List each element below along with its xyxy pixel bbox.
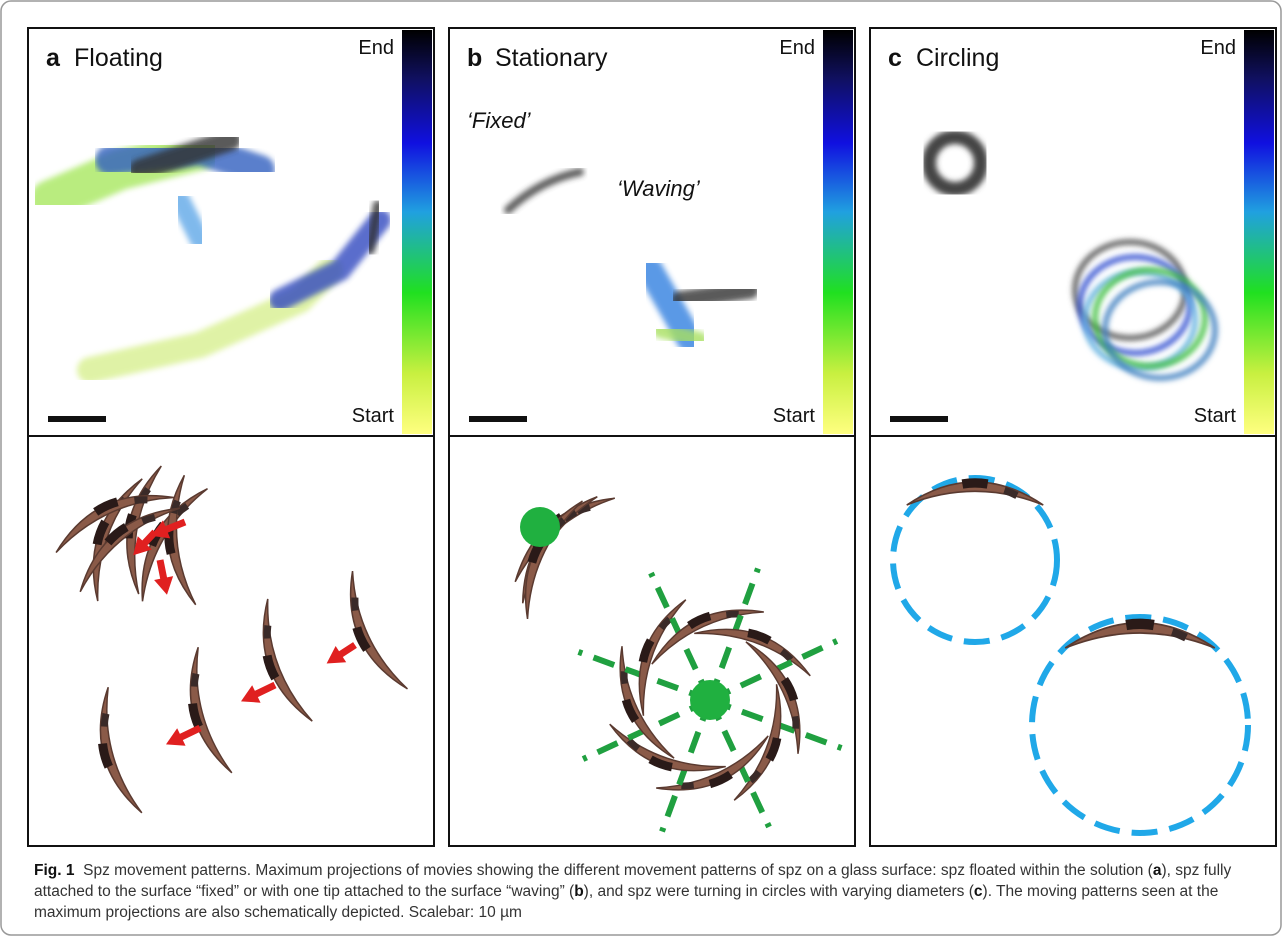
colorbar	[402, 30, 432, 434]
caption-text: Spz movement patterns. Maximum projectio…	[34, 862, 1231, 921]
annotation: ‘Fixed’	[467, 108, 532, 133]
start-label: Start	[1194, 405, 1237, 427]
panel-title: Floating	[74, 44, 163, 72]
trace	[660, 330, 700, 340]
attachment	[690, 680, 730, 720]
panel-title: Circling	[916, 44, 999, 72]
end-label: End	[1200, 37, 1236, 59]
panel-top	[449, 28, 855, 436]
end-label: End	[358, 37, 394, 59]
trace	[680, 290, 750, 300]
caption-segment: Spz movement patterns. Maximum projectio…	[83, 862, 1153, 879]
scale-bar	[48, 416, 106, 422]
panel-letter: c	[888, 44, 902, 72]
panel-top	[870, 28, 1276, 436]
scale-bar	[469, 416, 527, 422]
panel-letter: b	[467, 44, 482, 72]
caption-label: Fig. 1	[34, 862, 74, 879]
colorbar	[823, 30, 853, 434]
scale-bar	[890, 416, 948, 422]
panel-title: Stationary	[495, 44, 608, 72]
annotation: ‘Waving’	[617, 176, 701, 201]
attachment	[520, 507, 560, 547]
end-label: End	[779, 37, 815, 59]
page: {"panels":[ {"letter":"a","title":"Float…	[0, 0, 1282, 936]
start-label: Start	[352, 405, 395, 427]
start-label: Start	[773, 405, 816, 427]
caption-segment: ), and spz were turning in circles with …	[584, 883, 974, 900]
caption-segment: c	[974, 883, 983, 900]
caption-segment: b	[574, 883, 583, 900]
panel-bottom	[28, 436, 434, 846]
colorbar	[1244, 30, 1274, 434]
figure: a Floating End Start b Stationary End Start ‘Fix…	[0, 0, 1282, 936]
caption: Fig. 1 Spz movement patterns. Maximum pr…	[34, 860, 1254, 923]
panel-letter: a	[46, 44, 61, 72]
